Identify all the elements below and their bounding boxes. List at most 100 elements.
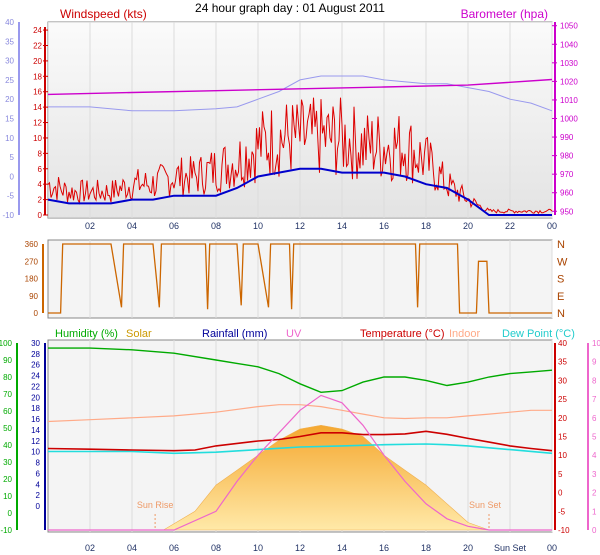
rainfall-axis-tick: 2: [36, 491, 41, 500]
barometer-axis-tick: 960: [560, 189, 574, 198]
p1-x-tick-label: 02: [85, 221, 95, 231]
sun-rise-label: Sun Rise: [137, 500, 174, 510]
gust-axis-tick: -10: [2, 211, 14, 220]
barometer-axis-tick: 1040: [560, 40, 578, 49]
rainfall-axis-tick: 16: [31, 415, 40, 424]
windspeed-axis-tick: 8: [38, 149, 43, 158]
rainfall-axis-tick: 20: [31, 393, 40, 402]
rainfall-axis-tick: 0: [36, 502, 41, 511]
windspeed-label: Windspeed (kts): [60, 7, 147, 21]
indoor-series-line: [47, 404, 552, 423]
humidity-axis-tick: 0: [8, 509, 13, 518]
humidity-axis-tick: 100: [0, 339, 13, 348]
compass-label: N: [557, 239, 565, 251]
sun-set-label: Sun Set: [469, 500, 502, 510]
p1-x-tick-label: 18: [421, 221, 431, 231]
p3-x-tick-label: 08: [211, 543, 221, 553]
p1-x-tick-label: 04: [127, 221, 137, 231]
direction-axis-tick: 90: [29, 292, 38, 301]
barometer-axis-tick: 1050: [560, 22, 578, 31]
gust-axis-tick: 5: [10, 153, 15, 162]
humidity-axis-tick: 40: [3, 441, 12, 450]
temperature-series-line: [47, 430, 553, 452]
gust-axis-tick: 10: [5, 134, 14, 143]
avg-wind-series-line: [47, 167, 552, 216]
p1-x-tick-label: 12: [295, 221, 305, 231]
temperature-axis-tick: -10: [558, 526, 570, 535]
p1-x-tick-label: 00: [547, 221, 557, 231]
p3-x-tick-label: 14: [337, 543, 347, 553]
p3-x-tick-label: 18: [421, 543, 431, 553]
p1-x-tick-label: 22: [505, 221, 515, 231]
uv-axis-tick: 7: [592, 395, 597, 404]
humidity-axis-tick: 10: [3, 492, 12, 501]
p3-x-tick-label: 00: [547, 543, 557, 553]
gust-axis-tick: 25: [5, 76, 14, 85]
uv-axis-tick: 9: [592, 358, 597, 367]
uv-axis-tick: 10: [592, 339, 600, 348]
p1-x-tick-label: 08: [211, 221, 221, 231]
direction-axis-tick: 180: [25, 275, 39, 284]
windspeed-axis-tick: 24: [33, 26, 42, 35]
windspeed-axis-tick: 12: [33, 119, 42, 128]
temperature-axis-tick: 35: [558, 358, 567, 367]
humidity-axis-tick: 50: [3, 424, 12, 433]
p1-x-tick-label: 06: [169, 221, 179, 231]
barometer-axis-tick: 970: [560, 170, 574, 179]
barometer-axis-tick: 950: [560, 207, 574, 216]
barometer-label: Barometer (hpa): [461, 7, 548, 21]
dewpoint-series-line: [48, 443, 553, 455]
windspeed-axis-tick: 6: [38, 165, 43, 174]
barometer-axis-tick: 990: [560, 133, 574, 142]
temperature-axis-tick: 10: [558, 451, 567, 460]
direction-axis-tick: 0: [34, 309, 39, 318]
p3-x-tick-label: 20: [463, 543, 473, 553]
temperature-axis-tick: -5: [558, 507, 566, 516]
windspeed-axis-tick: 2: [38, 196, 43, 205]
gust-axis-tick: -5: [7, 192, 15, 201]
humidity-axis-tick: 70: [3, 390, 12, 399]
indoor-label: Indoor: [449, 328, 481, 340]
uv-axis-tick: 4: [592, 451, 597, 460]
humidity-axis-tick: 60: [3, 407, 12, 416]
barometer-axis-tick: 1000: [560, 115, 578, 124]
gust-axis-tick: 30: [5, 57, 14, 66]
windspeed-axis-tick: 20: [33, 57, 42, 66]
rainfall-axis-tick: 28: [31, 350, 40, 359]
compass-label: S: [557, 274, 564, 286]
humidity-axis-tick: 90: [3, 356, 12, 365]
uv-series-line: [48, 394, 552, 531]
uv-axis-tick: 3: [592, 470, 597, 479]
p1-x-tick-label: 14: [337, 221, 347, 231]
uv-axis-tick: 0: [592, 526, 597, 535]
graph-title: 24 hour graph day : 01 August 2011: [195, 1, 385, 15]
barometer-axis-tick: 1030: [560, 59, 578, 68]
gust-axis-tick: 35: [5, 37, 14, 46]
rainfall-axis-tick: 26: [31, 361, 40, 370]
rainfall-axis-tick: 8: [36, 459, 41, 468]
humidity-label: Humidity (%): [55, 328, 118, 340]
dewpoint-label: Dew Point (°C): [502, 328, 575, 340]
direction-axis-tick: 360: [25, 240, 39, 249]
rainfall-axis-tick: 10: [31, 448, 40, 457]
gust-axis-tick: 40: [5, 18, 14, 27]
p3-x-tick-label: 16: [379, 543, 389, 553]
rainfall-axis-tick: 14: [31, 426, 40, 435]
humidity-axis-tick: -10: [0, 526, 12, 535]
barometer-series-line: [47, 78, 553, 96]
temperature-axis-tick: 5: [558, 470, 563, 479]
windspeed-axis-tick: 16: [33, 88, 42, 97]
rainfall-axis-tick: 12: [31, 437, 40, 446]
p3-x-tick-label: 12: [295, 543, 305, 553]
temperature-axis-tick: 20: [558, 414, 567, 423]
barometer-axis-tick: 1010: [560, 96, 578, 105]
windspeed-axis-tick: 22: [33, 41, 42, 50]
temperature-label: Temperature (°C): [360, 328, 444, 340]
uv-axis-tick: 2: [592, 489, 597, 498]
rainfall-label: Rainfall (mm): [202, 328, 267, 340]
gust-axis-tick: 20: [5, 95, 14, 104]
rainfall-axis-tick: 22: [31, 382, 40, 391]
gust-axis-tick: 15: [5, 115, 14, 124]
